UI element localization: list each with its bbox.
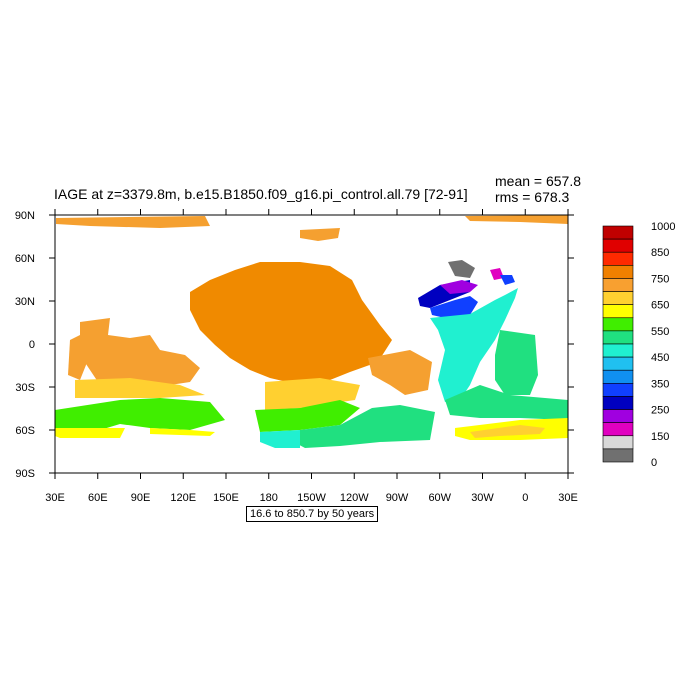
colorbar-swatch xyxy=(602,317,634,332)
colorbar-swatch xyxy=(602,396,634,410)
plot-title: IAGE at z=3379.8m, b.e15.B1850.f09_g16.p… xyxy=(54,186,468,202)
colorbar-swatch xyxy=(602,304,634,319)
x-tick-label: 60E xyxy=(88,492,108,504)
atlantic-south-orange xyxy=(470,425,545,438)
rms-value: rms = 678.3 xyxy=(495,189,570,205)
south-atlantic-orange xyxy=(368,350,432,395)
y-tick-label: 90N xyxy=(15,210,35,222)
y-tick-label: 30N xyxy=(15,296,35,308)
y-tick-label: 60S xyxy=(15,425,35,437)
y-tick-label: 0 xyxy=(29,339,35,351)
arctic-patch xyxy=(300,228,340,241)
pacific-orange xyxy=(190,262,392,385)
colorbar-swatch xyxy=(602,435,634,450)
north-atlantic-deep-blue xyxy=(430,296,478,318)
colorbar-swatch xyxy=(602,409,634,423)
y-tick-label: 60N xyxy=(15,253,35,265)
southern-ocean-green-west xyxy=(55,398,225,430)
colorbar-label: 450 xyxy=(651,352,669,364)
x-tick-label: 150W xyxy=(297,492,326,504)
southern-ocean-green-mid xyxy=(255,400,360,432)
x-tick-label: 180 xyxy=(260,492,278,504)
colorbar-label: 0 xyxy=(651,457,657,469)
colorbar: 1000 850 750 650 550 450 350 250 150 0 xyxy=(602,221,675,469)
arctic-east xyxy=(465,215,568,224)
colorbar-label: 1000 xyxy=(651,221,675,233)
x-tick-label: 90W xyxy=(386,492,409,504)
atlantic-cyan xyxy=(430,288,518,402)
x-tick-label: 120W xyxy=(340,492,369,504)
colorbar-swatch xyxy=(602,251,634,266)
southern-ocean-green-east xyxy=(290,405,435,448)
antarctic-cyan xyxy=(260,430,300,448)
arctic-region xyxy=(56,216,210,228)
x-tick-label: 30E xyxy=(558,492,578,504)
x-tick-label: 60W xyxy=(428,492,451,504)
colorbar-swatch xyxy=(602,278,634,292)
colorbar-label: 750 xyxy=(651,273,669,285)
x-tick-label: 30E xyxy=(45,492,65,504)
south-yellow-band-west xyxy=(55,428,125,438)
south-yellow-band-2 xyxy=(150,428,215,436)
x-tick-label: 120E xyxy=(170,492,196,504)
x-tick-label: 90E xyxy=(131,492,151,504)
map-field xyxy=(55,215,568,448)
colorbar-swatch xyxy=(602,448,634,463)
y-tick-label: 90S xyxy=(15,468,35,480)
y-tick-label: 30S xyxy=(15,382,35,394)
colorbar-swatch xyxy=(602,330,634,345)
colorbar-swatch xyxy=(602,225,634,240)
x-tick-label: 30W xyxy=(471,492,494,504)
colorbar-swatch xyxy=(602,369,634,384)
x-tick-label: 150E xyxy=(213,492,239,504)
colorbar-swatch xyxy=(602,238,634,253)
x-tick-label: 0 xyxy=(522,492,528,504)
south-indian-band xyxy=(75,378,205,398)
colorbar-swatch xyxy=(602,343,634,358)
colorbar-label: 550 xyxy=(651,326,669,338)
colorbar-swatch xyxy=(602,265,634,279)
arctic-magenta xyxy=(490,268,504,280)
colorbar-label: 250 xyxy=(651,405,669,417)
atlantic-sea-green xyxy=(445,385,568,420)
atlantic-green xyxy=(495,330,538,395)
colorbar-swatch xyxy=(602,291,634,305)
arctic-blue xyxy=(500,275,515,285)
arctic-gray xyxy=(448,260,475,278)
colorbar-label: 350 xyxy=(651,378,669,390)
colorbar-swatch xyxy=(602,356,634,371)
y-axis: 90N 60N 30N 0 30S 60S 90S xyxy=(15,210,574,480)
colorbar-label: 150 xyxy=(651,431,669,443)
north-atlantic-purple xyxy=(440,280,478,294)
colorbar-label: 850 xyxy=(651,247,669,259)
contour-interval-caption: 16.6 to 850.7 by 50 years xyxy=(246,506,379,522)
colorbar-swatch xyxy=(602,422,634,437)
indian-orange xyxy=(80,318,200,390)
colorbar-swatch xyxy=(602,383,634,397)
colorbar-label: 650 xyxy=(651,300,669,312)
x-axis: 30E 60E 90E 120E 150E 180 150W 120W 90W 60W 30W 0 30… xyxy=(45,209,578,504)
indian-orange-west xyxy=(68,335,88,380)
mean-value: mean = 657.8 xyxy=(495,173,582,189)
